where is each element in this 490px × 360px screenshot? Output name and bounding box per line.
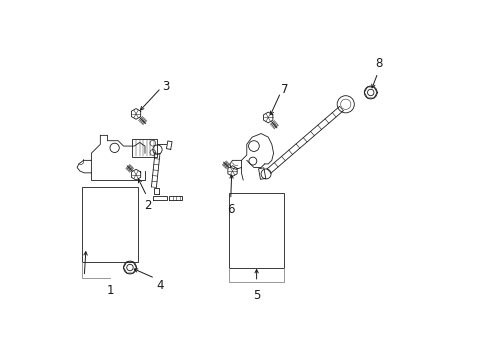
Text: 3: 3 [162,80,170,93]
Text: 6: 6 [227,203,234,216]
Bar [229,193,284,267]
Bar [132,139,157,157]
Text: 1: 1 [106,284,114,297]
Text: 4: 4 [156,279,164,292]
Bar [82,187,138,262]
Text: 7: 7 [281,84,289,96]
Text: 8: 8 [375,57,383,70]
Text: 5: 5 [253,289,260,302]
Text: 2: 2 [144,199,151,212]
